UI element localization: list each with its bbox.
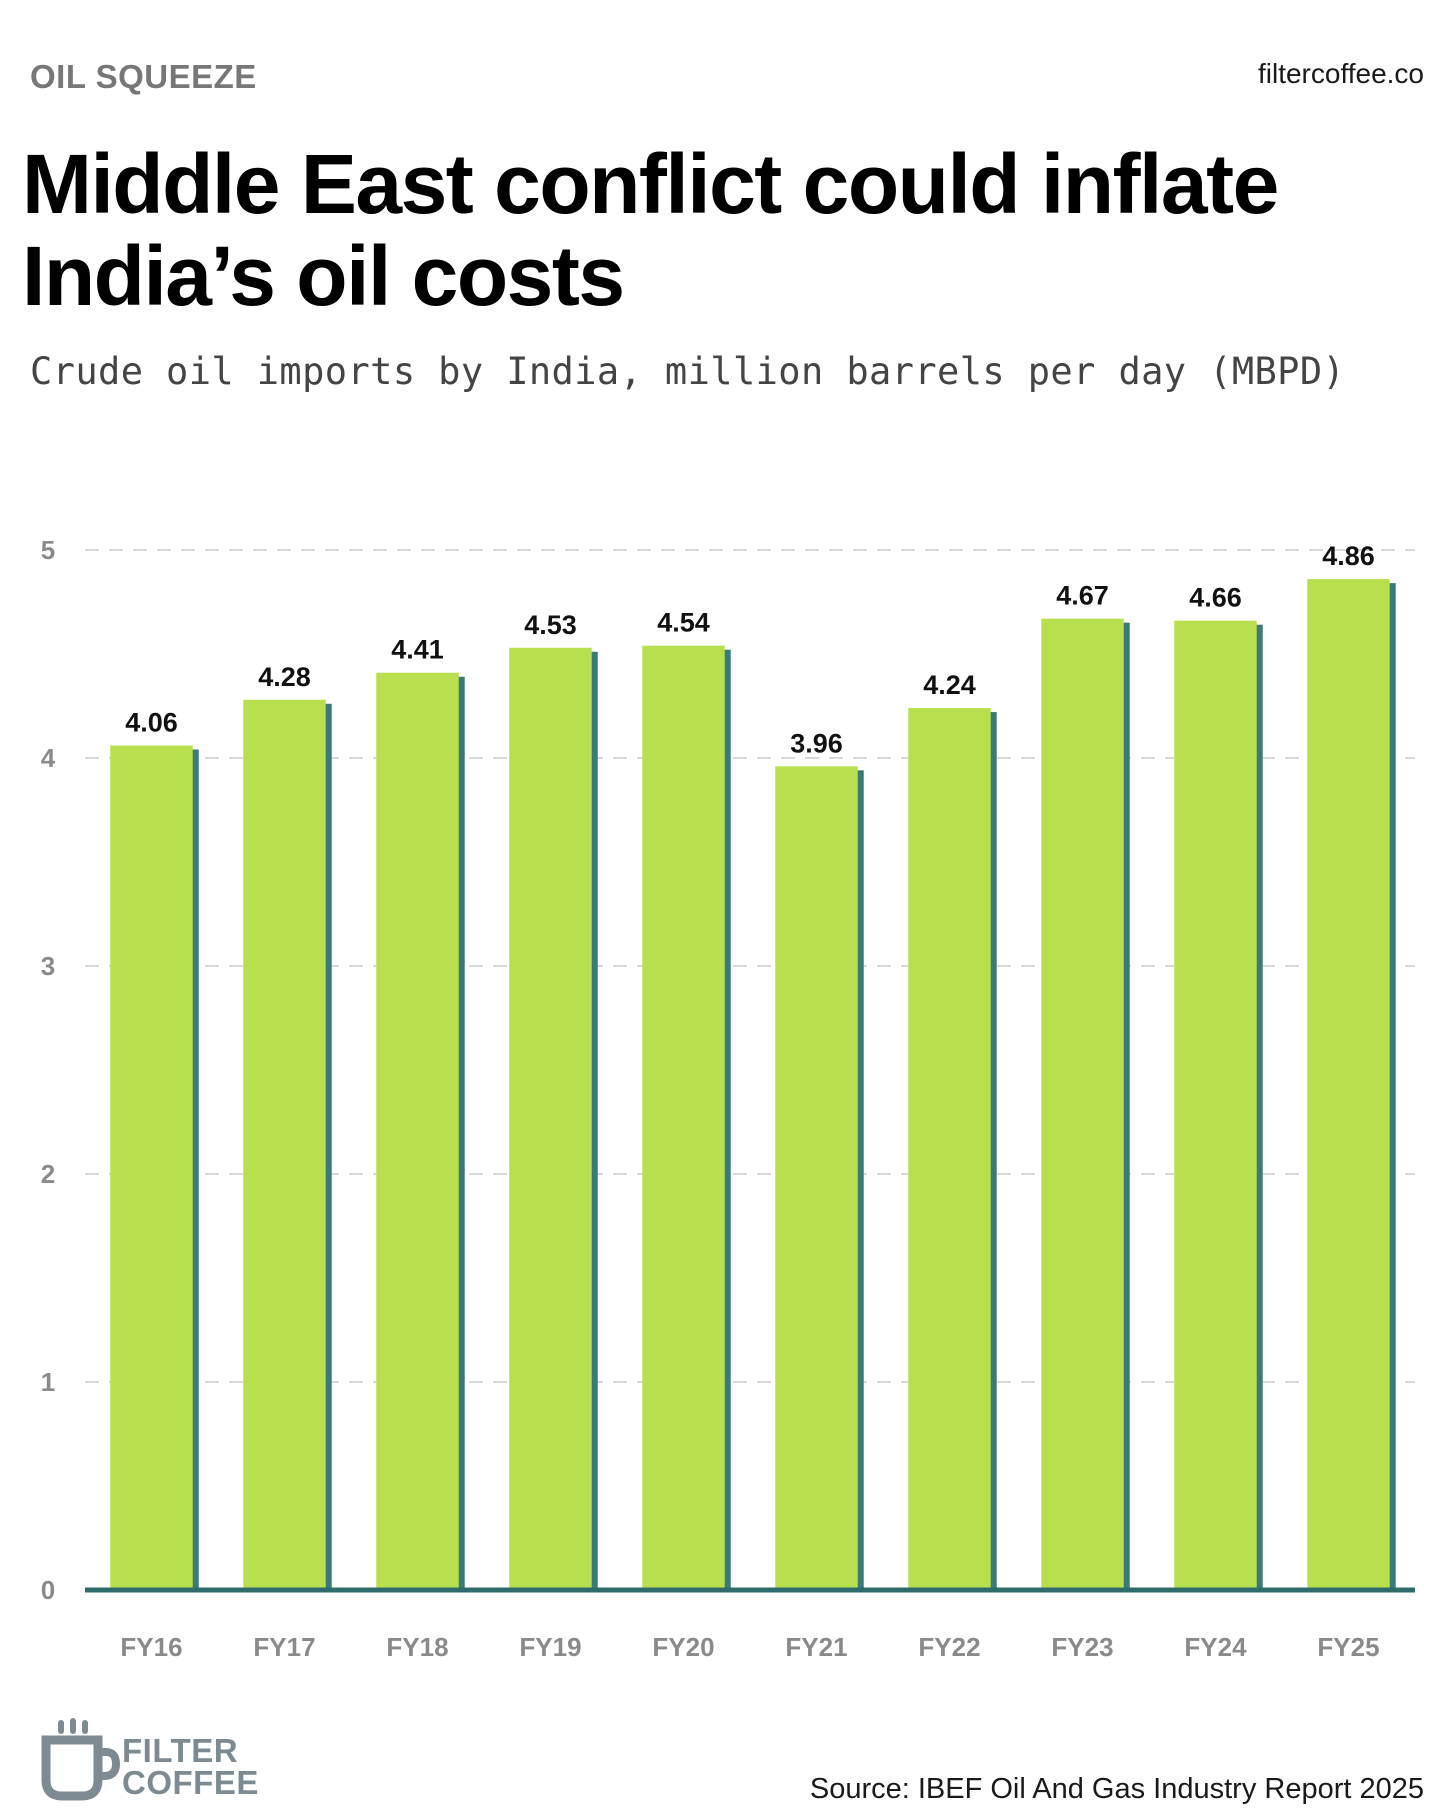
x-tick-label: FY17 xyxy=(253,1632,315,1662)
bar-value-label: 4.24 xyxy=(923,670,976,700)
bar xyxy=(243,699,326,1590)
bar-value-label: 4.53 xyxy=(524,610,577,640)
bar-value-label: 4.28 xyxy=(258,662,311,692)
bar xyxy=(908,708,991,1590)
coffee-cup-icon xyxy=(41,1718,121,1801)
bar xyxy=(775,766,858,1590)
bar-value-label: 4.67 xyxy=(1056,581,1109,611)
site-link[interactable]: filtercoffee.co xyxy=(1257,58,1424,89)
x-tick-label: FY24 xyxy=(1184,1632,1247,1662)
x-tick-label: FY21 xyxy=(785,1632,847,1662)
bar xyxy=(1307,579,1390,1590)
bar-chart: 0 1 2 3 4 5 4.06 FY16 4.28 FY17 4.41 FY18 4.53 FY19 4.… xyxy=(41,535,1415,1662)
logo-wordmark: FILTER COFFEE xyxy=(122,1732,259,1801)
bar xyxy=(509,647,592,1590)
bar-value-label: 4.06 xyxy=(125,708,178,738)
y-tick-label: 4 xyxy=(41,743,56,773)
x-tick-label: FY16 xyxy=(120,1632,182,1662)
x-tick-label: FY20 xyxy=(652,1632,714,1662)
logo-line-1: FILTER xyxy=(122,1732,239,1769)
bar-value-label: 4.66 xyxy=(1189,583,1242,613)
x-tick-label: FY18 xyxy=(386,1632,448,1662)
logo-line-2: COFFEE xyxy=(122,1764,259,1801)
x-tick-label: FY25 xyxy=(1317,1632,1379,1662)
source-note: Source: IBEF Oil And Gas Industry Report… xyxy=(809,1773,1424,1805)
x-tick-label: FY23 xyxy=(1051,1632,1113,1662)
bar-value-label: 4.54 xyxy=(657,608,710,638)
bar-value-label: 3.96 xyxy=(790,728,843,758)
x-tick-label: FY19 xyxy=(519,1632,581,1662)
bar xyxy=(1174,620,1257,1590)
chart-subtitle: Crude oil imports by India, million barr… xyxy=(30,350,1346,393)
chart-title: Middle East conflict could inflate India… xyxy=(22,137,1279,323)
y-tick-label: 1 xyxy=(41,1367,55,1397)
x-tick-label: FY22 xyxy=(918,1632,980,1662)
y-tick-label: 5 xyxy=(41,535,55,565)
kicker: OIL SQUEEZE xyxy=(30,58,257,95)
bar xyxy=(1041,618,1124,1590)
y-tick-label: 3 xyxy=(41,951,55,981)
bar-value-label: 4.41 xyxy=(391,635,444,665)
bar xyxy=(110,745,193,1590)
y-tick-label: 0 xyxy=(41,1575,55,1605)
bar xyxy=(642,645,725,1590)
y-tick-label: 2 xyxy=(41,1159,55,1189)
bar-value-label: 4.86 xyxy=(1322,541,1375,571)
bar xyxy=(376,672,459,1590)
